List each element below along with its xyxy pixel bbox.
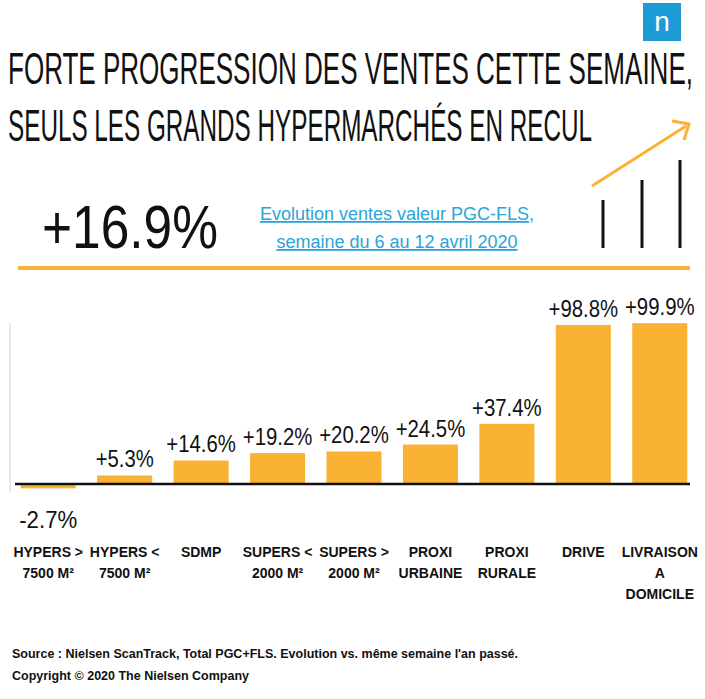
headline: +16.9% (42, 192, 218, 261)
bar (97, 475, 152, 484)
category-line: 2000 M² (252, 565, 304, 581)
category-label: SDMP (181, 544, 221, 560)
icon-bar (641, 180, 644, 248)
icon-arrow-head (672, 121, 689, 140)
data-label: +98.8% (549, 295, 619, 322)
subtitle: semaine du 6 au 12 avril 2020 (276, 232, 517, 252)
bar (174, 460, 229, 484)
icon-bar (602, 200, 605, 248)
title: FORTE PROGRESSION DES VENTES CETTE SEMAI… (8, 44, 693, 93)
background (0, 0, 705, 699)
category-label: HYPERS < 7500 M² (90, 544, 160, 581)
logo-box (643, 3, 681, 41)
icon-bar (679, 160, 682, 248)
category-line: PROXI (409, 544, 453, 560)
separator (18, 266, 690, 270)
category-line: 2000 M² (328, 565, 380, 581)
bar (479, 424, 534, 484)
category-label: PROXI RURALE (478, 544, 536, 581)
chart: n FORTE PROGRESSION DES VENTES CETTE SEMA… (0, 0, 705, 699)
data-label: +20.2% (319, 421, 389, 448)
category-line: DOMICILE (626, 586, 694, 602)
data-label: +14.6% (166, 430, 236, 457)
data-label: +5.3% (96, 445, 154, 472)
category-line: A (655, 565, 665, 581)
category-line: DRIVE (562, 544, 605, 560)
bar (250, 453, 305, 484)
data-label: +19.2% (243, 423, 313, 450)
category-label: DRIVE (562, 544, 605, 560)
category-line: 7500 M² (99, 565, 151, 581)
category-line: SUPERS > (319, 544, 389, 560)
subtitle: Evolution ventes valeur PGC-FLS, (260, 204, 534, 224)
copyright: Copyright © 2020 The Nielsen Company (12, 669, 249, 683)
data-label: +99.9% (625, 293, 695, 320)
category-line: URBAINE (399, 565, 463, 581)
bar (326, 451, 381, 484)
bar (403, 445, 458, 484)
category-line: HYPERS < (90, 544, 160, 560)
baseline (15, 483, 690, 486)
y-axis (10, 323, 11, 492)
category-label: SUPERS > 2000 M² (319, 544, 389, 581)
title: SEULS LES GRANDS HYPERMARCHÉS EN RECUL (8, 101, 592, 150)
category-label: HYPERS > 7500 M² (13, 544, 83, 581)
icon-arrow (592, 126, 686, 186)
logo: n (654, 6, 670, 37)
data-label: -2.7% (19, 506, 77, 533)
category-line: LIVRAISON (622, 544, 698, 560)
category-label: PROXI URBAINE (399, 544, 463, 581)
bar (556, 325, 611, 484)
data-label: +37.4% (472, 394, 542, 421)
category-line: PROXI (485, 544, 529, 560)
data-label: +24.5% (396, 415, 466, 442)
category-label: LIVRAISON A DOMICILE (622, 544, 698, 602)
bar (632, 323, 687, 484)
category-line: RURALE (478, 565, 536, 581)
category-line: HYPERS > (13, 544, 83, 560)
bars (21, 323, 688, 488)
category-line: 7500 M² (23, 565, 75, 581)
category-line: SDMP (181, 544, 221, 560)
category-label: SUPERS < 2000 M² (243, 544, 313, 581)
source: Source : Nielsen ScanTrack, Total PGC+FL… (12, 647, 518, 661)
category-line: SUPERS < (243, 544, 313, 560)
